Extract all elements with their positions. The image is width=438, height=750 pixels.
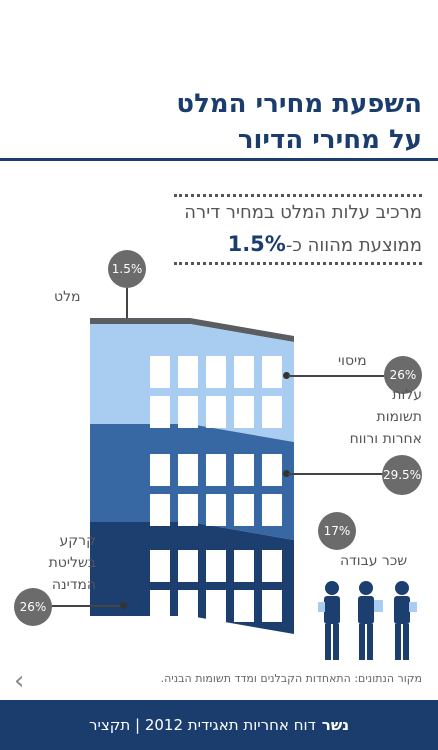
page-title: השפעת מחירי המלט <box>176 89 422 119</box>
land-label-line1: קרקע <box>59 533 96 549</box>
cement-leader-line <box>126 288 128 318</box>
other-costs-dot <box>283 470 290 477</box>
land-leader-line <box>52 605 122 607</box>
footer-bar: נשר דוח אחריות תאגידית 2012 | תקציר <box>0 700 438 750</box>
title-divider <box>0 158 438 161</box>
windows-bottom <box>150 550 282 622</box>
other-costs-label-line1: עלות <box>392 387 422 403</box>
subtitle-prefix: ממוצעת מהווה כ- <box>285 235 422 256</box>
labor-value-circle: 17% <box>318 512 356 550</box>
labor-label: שכר עבודה <box>340 553 408 569</box>
page-title-line2: על מחירי הדיור <box>237 125 422 155</box>
data-source-note: מקור הנתונים: התאחדות הקבלנים ומדד תשומו… <box>160 672 422 685</box>
land-value-circle: 26% <box>14 588 52 626</box>
dotted-divider-top <box>174 194 422 197</box>
finishing-value-circle: 26% <box>384 356 422 394</box>
chevron-left-icon[interactable]: ‹ <box>14 666 25 696</box>
other-costs-label-line3: אחרות ורווח <box>349 431 422 447</box>
subtitle-line1: מרכיב עלות המלט במחיר דירה <box>184 202 422 223</box>
land-label-line3: המדינה <box>51 577 96 593</box>
footer-brand: נשר <box>321 716 349 734</box>
other-costs-leader-line <box>288 473 384 475</box>
land-dot <box>120 602 127 609</box>
other-costs-label-line2: תשומות <box>376 409 422 425</box>
finishing-label: מיסוי <box>338 353 367 369</box>
windows-middle <box>150 454 282 526</box>
land-label: קרקע בשליטת המדינה <box>16 530 96 596</box>
finishing-leader-line <box>288 375 384 377</box>
workers-illustration <box>318 581 417 660</box>
windows-top <box>150 356 282 428</box>
other-costs-label: עלות תשומות אחרות ורווח <box>330 384 422 450</box>
subtitle-line2: ממוצעת מהווה כ-1.5% <box>228 232 422 256</box>
finishing-dot <box>283 372 290 379</box>
cement-value-circle: 1.5% <box>108 250 146 288</box>
dotted-divider-bottom <box>174 262 422 265</box>
footer-text: דוח אחריות תאגידית 2012 | תקציר <box>89 716 316 734</box>
building-illustration <box>90 318 294 634</box>
cement-label: מלט <box>54 289 81 305</box>
subtitle-value: 1.5% <box>227 232 286 256</box>
land-label-line2: בשליטת <box>48 555 96 571</box>
other-costs-value-circle: 29.5% <box>382 455 422 495</box>
